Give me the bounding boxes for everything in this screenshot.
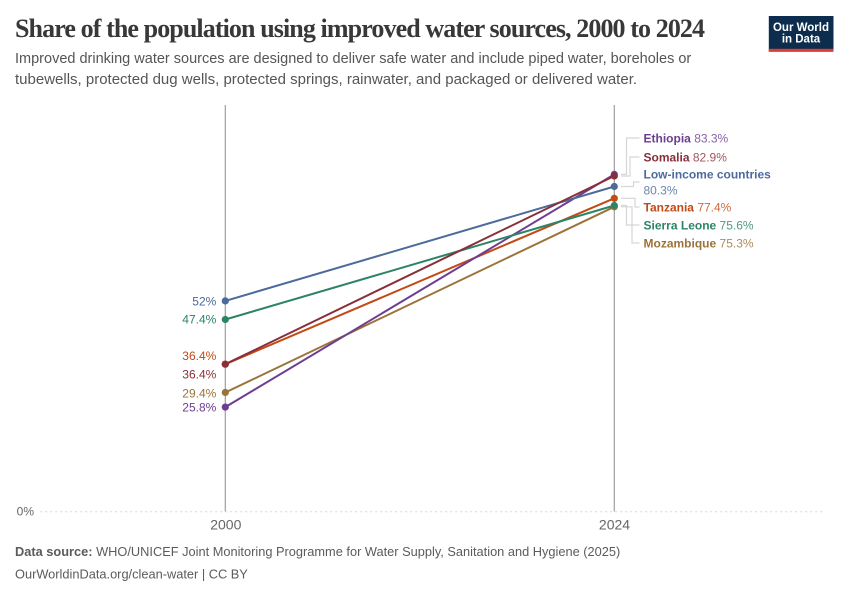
svg-text:Tanzania 77.4%: Tanzania 77.4% bbox=[644, 200, 732, 214]
svg-text:52%: 52% bbox=[192, 294, 216, 308]
svg-text:Data source: WHO/UNICEF Joint: Data source: WHO/UNICEF Joint Monitoring… bbox=[15, 544, 620, 559]
svg-text:29.4%: 29.4% bbox=[182, 386, 216, 400]
svg-text:Somalia 82.9%: Somalia 82.9% bbox=[644, 150, 728, 164]
svg-text:tubewells, protected dug wells: tubewells, protected dug wells, protecte… bbox=[15, 71, 637, 88]
svg-text:36.4%: 36.4% bbox=[182, 349, 216, 363]
svg-text:Sierra Leone 75.6%: Sierra Leone 75.6% bbox=[644, 218, 754, 232]
svg-text:2024: 2024 bbox=[599, 517, 630, 533]
svg-text:Low-income countries: Low-income countries bbox=[644, 168, 772, 182]
svg-text:Our World: Our World bbox=[773, 22, 829, 34]
svg-text:47.4%: 47.4% bbox=[182, 313, 216, 327]
svg-text:0%: 0% bbox=[17, 505, 35, 519]
svg-text:36.4%: 36.4% bbox=[182, 368, 216, 382]
svg-text:80.3%: 80.3% bbox=[644, 183, 678, 197]
svg-text:2000: 2000 bbox=[210, 517, 241, 533]
svg-text:Mozambique 75.3%: Mozambique 75.3% bbox=[644, 236, 754, 250]
svg-text:Share of the population using: Share of the population using improved w… bbox=[15, 14, 705, 43]
svg-text:25.8%: 25.8% bbox=[182, 401, 216, 415]
svg-text:OurWorldinData.org/clean-water: OurWorldinData.org/clean-water | CC BY bbox=[15, 567, 248, 582]
svg-text:in Data: in Data bbox=[782, 34, 821, 46]
svg-text:Improved drinking water source: Improved drinking water sources are desi… bbox=[15, 51, 691, 67]
svg-text:Ethiopia 83.3%: Ethiopia 83.3% bbox=[644, 131, 729, 145]
